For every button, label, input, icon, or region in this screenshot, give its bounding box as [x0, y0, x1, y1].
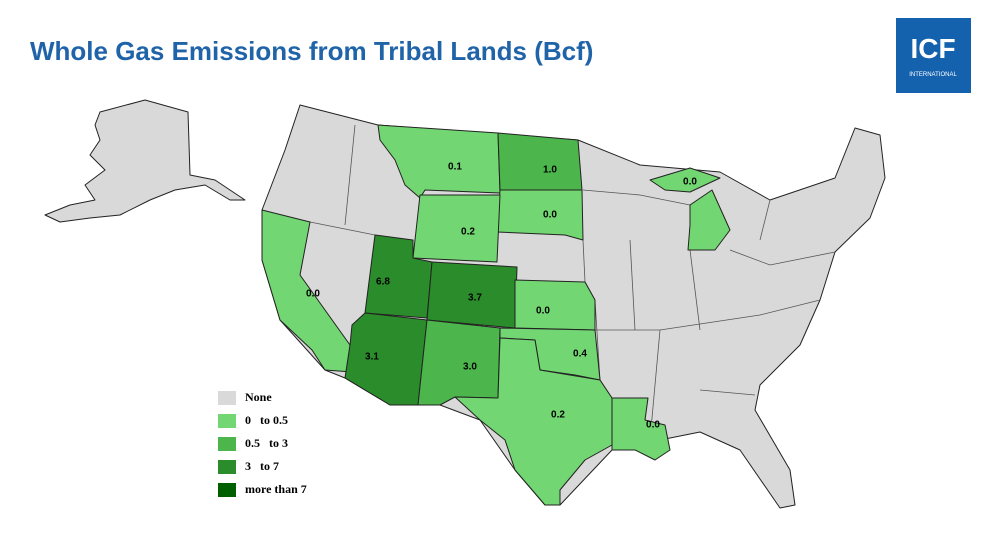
region-label: 0.1 — [448, 162, 462, 173]
south-dakota — [496, 189, 584, 241]
legend-label: 3 to 7 — [245, 459, 279, 473]
legend-swatch — [218, 391, 236, 405]
legend-label: 0 to 0.5 — [245, 413, 288, 427]
region-label: 0.0 — [683, 177, 697, 188]
north-dakota — [497, 132, 583, 191]
region-label: 3.0 — [463, 362, 477, 373]
alaska — [44, 99, 246, 223]
region-label: 3.7 — [468, 293, 482, 304]
legend-label: 0.5 to 3 — [245, 436, 288, 450]
region-label: 0.0 — [306, 289, 320, 300]
region-label: 6.8 — [376, 277, 390, 288]
legend-swatch — [218, 414, 236, 428]
logo-box — [896, 18, 971, 93]
region-label: 0.2 — [461, 227, 475, 238]
california — [261, 209, 353, 373]
legend-swatch — [218, 437, 236, 451]
region-label: 3.1 — [365, 352, 379, 363]
logo-sub: INTERNATIONAL — [909, 72, 957, 78]
legend-swatch — [218, 483, 236, 497]
legend-swatch — [218, 460, 236, 474]
region-label: 0.2 — [551, 410, 565, 421]
title: Whole Gas Emissions from Tribal Lands (B… — [30, 36, 593, 66]
kansas — [514, 279, 596, 331]
region-label: 0.0 — [646, 420, 660, 431]
louisiana — [611, 397, 671, 461]
wyoming — [412, 194, 501, 263]
legend: None 0 to 0.5 0.5 to 3 3 to 7 more than 7 — [218, 390, 307, 497]
new-mexico — [417, 319, 501, 406]
arizona — [344, 312, 428, 406]
region-label: 1.0 — [543, 165, 557, 176]
michigan — [649, 167, 731, 251]
region-label: 0.0 — [536, 306, 550, 317]
region-label: 0.0 — [543, 210, 557, 221]
region-label: 0.4 — [573, 349, 587, 360]
legend-label: more than 7 — [245, 482, 307, 496]
legend-label: None — [245, 390, 272, 404]
texas — [454, 337, 613, 506]
labels: 0.1 1.0 0.0 0.2 6.8 3.7 0.0 0.0 0.4 3.1 3.0 0.2 0.0 0… — [306, 162, 697, 431]
logo-name: ICF — [910, 33, 955, 64]
